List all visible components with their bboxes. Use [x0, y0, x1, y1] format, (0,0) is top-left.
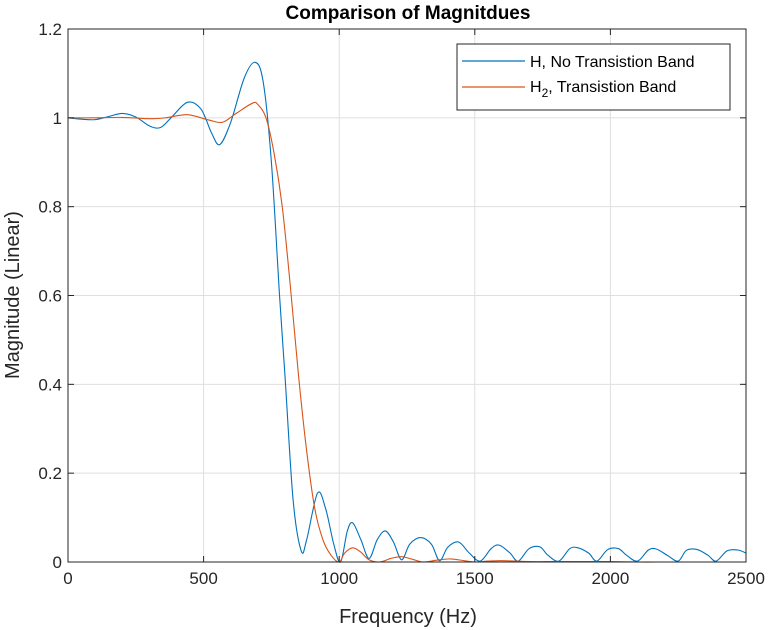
- legend-entry-h2: H2, Transistion Band: [530, 79, 676, 100]
- x-tick-label: 1000: [320, 569, 358, 588]
- y-tick-label: 0.6: [38, 287, 62, 306]
- legend-entry-h: H, No Transistion Band: [530, 54, 695, 71]
- y-tick-label: 0.4: [38, 375, 62, 394]
- chart-title: Comparison of Magnitdues: [286, 3, 531, 24]
- legend-label-h2-rest: , Transistion Band: [548, 79, 676, 96]
- x-tick-label: 500: [189, 569, 217, 588]
- axis-ticks: 0 500 1000 1500 2000 2500 0 0.2 0.4 0.6 0.8 1 1.2: [38, 20, 765, 588]
- y-axis-label: Magnitude (Linear): [2, 211, 24, 379]
- legend: H, No Transistion Band H2, Transistion B…: [456, 43, 731, 111]
- y-tick-label: 1.2: [38, 20, 62, 39]
- x-tick-label: 2500: [727, 569, 765, 588]
- x-tick-label: 1500: [456, 569, 494, 588]
- legend-label-h2-subscript: 2: [542, 86, 549, 100]
- legend-label-h: H, No Transistion Band: [530, 54, 695, 71]
- y-tick-label: 0.2: [38, 464, 62, 483]
- x-tick-label: 2000: [591, 569, 629, 588]
- x-axis-label: Frequency (Hz): [339, 606, 477, 628]
- x-tick-label: 0: [63, 569, 72, 588]
- series-line-h: [68, 61, 746, 563]
- legend-box: [456, 43, 731, 111]
- legend-label-h2-main: H: [530, 79, 542, 96]
- y-tick-label: 1: [53, 109, 62, 128]
- y-tick-label: 0.8: [38, 198, 62, 217]
- y-tick-label: 0: [53, 553, 62, 572]
